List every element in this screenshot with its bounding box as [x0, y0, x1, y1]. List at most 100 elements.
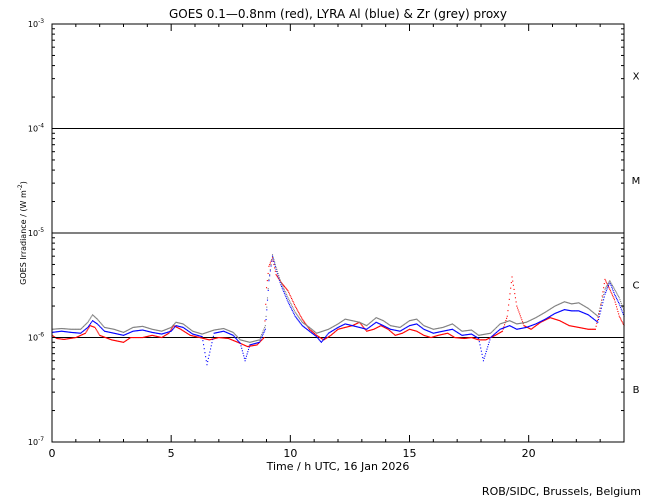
data-point — [548, 317, 550, 319]
data-point — [482, 360, 484, 362]
data-point — [138, 326, 140, 328]
data-point — [500, 323, 502, 325]
data-point — [72, 328, 74, 330]
data-point — [567, 324, 569, 326]
data-point — [539, 321, 541, 323]
data-point — [114, 328, 116, 331]
data-point — [66, 338, 68, 340]
data-point — [75, 328, 77, 330]
data-point — [486, 348, 488, 350]
data-point — [449, 334, 452, 336]
data-point — [604, 278, 606, 280]
data-point — [434, 332, 436, 334]
data-point — [301, 317, 303, 319]
data-point — [123, 331, 125, 333]
data-point — [150, 331, 152, 333]
data-point — [209, 330, 211, 333]
data-point — [94, 326, 96, 328]
data-point — [386, 326, 388, 329]
data-point — [76, 332, 78, 334]
data-point — [597, 315, 599, 317]
data-point — [286, 295, 288, 297]
data-point — [388, 324, 390, 326]
data-point — [359, 327, 361, 329]
data-point — [211, 330, 213, 332]
data-point — [438, 331, 440, 333]
data-point — [370, 321, 372, 323]
data-point — [305, 327, 307, 329]
data-point — [442, 333, 444, 335]
data-point — [521, 321, 524, 323]
data-point — [583, 305, 585, 307]
data-point — [132, 337, 134, 339]
data-point — [133, 337, 135, 339]
data-point — [458, 328, 460, 330]
data-point — [241, 343, 243, 345]
data-point — [485, 333, 487, 335]
data-point — [284, 290, 286, 293]
data-point — [112, 332, 114, 334]
data-point — [163, 332, 165, 334]
data-point — [210, 330, 212, 332]
data-point — [125, 330, 127, 332]
data-point — [118, 330, 120, 332]
data-point — [575, 302, 577, 304]
data-point — [356, 326, 358, 328]
data-point — [578, 310, 581, 312]
data-point — [513, 327, 515, 329]
data-point — [499, 331, 501, 333]
data-point — [251, 345, 253, 347]
data-point — [548, 317, 550, 319]
data-point — [372, 319, 374, 321]
data-point — [139, 337, 141, 339]
data-point — [397, 333, 399, 336]
data-point — [147, 330, 149, 332]
data-point — [378, 325, 381, 327]
data-point — [87, 326, 89, 328]
data-point — [211, 338, 213, 340]
data-point — [325, 337, 327, 340]
data-point — [303, 322, 305, 324]
data-point — [186, 329, 189, 332]
data-point — [338, 326, 341, 328]
data-point — [279, 282, 281, 284]
data-point — [84, 333, 86, 335]
data-point — [201, 337, 203, 339]
data-point — [484, 333, 486, 335]
data-point — [368, 329, 371, 331]
data-point — [501, 327, 503, 329]
data-point — [156, 335, 158, 337]
data-point — [139, 337, 142, 339]
data-point — [441, 330, 443, 332]
data-point — [141, 337, 143, 339]
data-point — [396, 334, 398, 336]
data-point — [475, 338, 478, 340]
data-point — [337, 323, 339, 325]
data-point — [93, 326, 95, 328]
data-point — [121, 341, 123, 343]
data-point — [499, 323, 501, 325]
data-point — [85, 323, 87, 325]
data-point — [543, 320, 545, 322]
data-point — [166, 331, 168, 334]
data-point — [77, 336, 79, 338]
data-point — [600, 302, 602, 304]
data-point — [154, 332, 156, 334]
data-point — [470, 329, 472, 331]
data-point — [207, 331, 209, 333]
data-point — [108, 338, 110, 340]
data-point — [296, 308, 298, 310]
data-point — [66, 328, 68, 330]
data-point — [465, 330, 467, 332]
data-point — [199, 332, 201, 334]
data-point — [470, 337, 472, 339]
data-point — [324, 337, 326, 339]
data-point — [560, 310, 562, 312]
data-point — [69, 328, 71, 330]
data-point — [327, 332, 330, 334]
data-point — [492, 329, 495, 331]
data-point — [136, 326, 139, 328]
data-point — [474, 335, 476, 337]
data-point — [529, 327, 531, 330]
